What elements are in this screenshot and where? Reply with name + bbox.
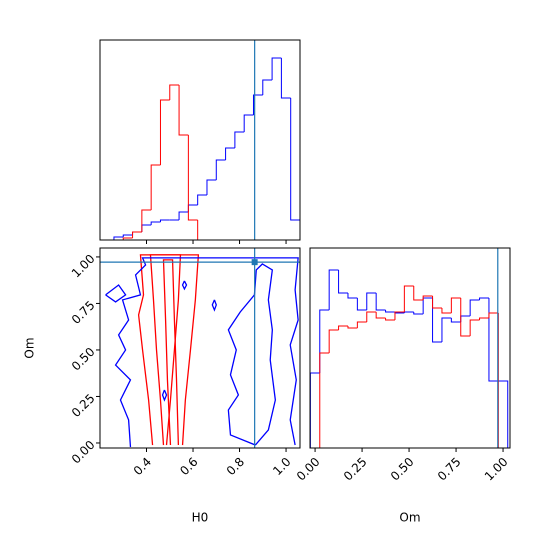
hist-step (385, 310, 395, 313)
hist-step (328, 269, 339, 310)
hist-step (319, 309, 330, 373)
hist-step (169, 84, 180, 100)
hist-step (403, 285, 414, 312)
hist-step (159, 99, 170, 165)
hist-step (234, 131, 245, 148)
y-axis-label: Om (23, 337, 37, 358)
hist-step (141, 209, 152, 232)
axes-frame (309, 247, 511, 449)
hist-step (479, 317, 489, 320)
hist-step (113, 236, 124, 240)
hist-step (178, 85, 189, 136)
contour (161, 389, 168, 402)
hist-step (366, 311, 377, 322)
axes-frame (99, 247, 301, 449)
hist-step (262, 79, 273, 95)
hist-step (394, 311, 405, 320)
contour (114, 257, 299, 448)
contour (181, 280, 188, 291)
hist-step (347, 293, 358, 299)
hist-step (206, 179, 217, 195)
hist-step (356, 321, 367, 328)
contour (227, 263, 277, 446)
hist-step (460, 298, 471, 337)
hist-step (432, 298, 442, 343)
hist-step (413, 312, 424, 315)
x-axis-label: Om (399, 511, 420, 525)
hist-step (150, 164, 161, 210)
hist-step (132, 231, 142, 238)
hist-step (215, 159, 226, 180)
hist-step (488, 298, 499, 382)
hist-step (178, 211, 189, 220)
hist-step (488, 312, 499, 318)
contour (149, 254, 182, 446)
hist-step (498, 380, 509, 448)
hist-step (187, 135, 198, 221)
hist-step (338, 325, 348, 330)
hist-step (479, 297, 489, 300)
hist-step (159, 219, 170, 222)
hist-step (432, 296, 442, 309)
hist-step (469, 299, 480, 316)
x-axis-label: H0 (192, 511, 209, 525)
hist-step (441, 308, 452, 314)
hist-step (280, 58, 291, 99)
contour (137, 254, 200, 446)
hist-step (319, 352, 330, 448)
hist-step (243, 114, 254, 132)
hist-step (469, 319, 480, 336)
hist-step (375, 312, 386, 319)
axes-frame (99, 39, 301, 241)
hist-step (413, 286, 424, 301)
hist-step (338, 270, 348, 294)
hist-step (150, 221, 161, 225)
hist-step (385, 318, 395, 321)
hist-step (375, 293, 386, 311)
hist-step (328, 329, 339, 353)
hist-step (450, 297, 461, 313)
truth-point (251, 259, 258, 266)
hist-step (356, 298, 367, 311)
hist-step (252, 94, 263, 115)
hist-step (122, 234, 133, 237)
hist-step (225, 147, 235, 160)
hist-step (366, 292, 377, 310)
contour (105, 284, 127, 303)
hist-step (122, 237, 133, 240)
hist-step (347, 326, 358, 329)
hist-step (441, 317, 452, 342)
hist-step (197, 194, 207, 205)
hist-step (271, 57, 282, 80)
hist-step (450, 318, 461, 323)
hist-step (422, 295, 433, 300)
contour (211, 299, 217, 312)
contour (162, 259, 180, 446)
